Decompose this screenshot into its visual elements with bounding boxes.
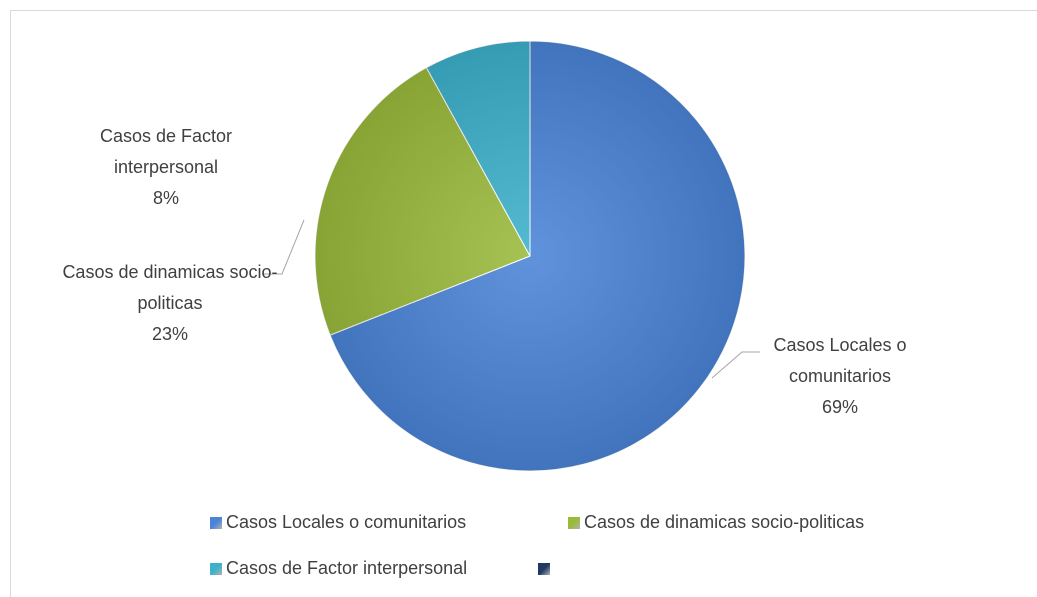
label-category: Casos de Factor interpersonal <box>99 126 233 177</box>
legend-label: Casos de dinamicas socio-politicas <box>584 512 865 532</box>
legend-label: Casos de Factor interpersonal <box>226 558 468 578</box>
label-value: 8% <box>152 188 179 208</box>
legend-entry: Casos de dinamicas socio-politicas <box>568 512 864 532</box>
data-label: Casos de dinamicas socio-politicas 23% <box>60 257 280 350</box>
label-category: Casos de dinamicas socio-politicas <box>62 262 278 313</box>
chart-border <box>10 10 1037 597</box>
data-label: Casos de Factor interpersonal 8% <box>76 121 256 214</box>
legend-entry: Casos de Factor interpersonal <box>210 558 467 578</box>
data-label: Casos Locales o comunitarios 69% <box>740 330 940 423</box>
leader-line <box>711 351 760 379</box>
legend-label: Casos Locales o comunitarios <box>226 512 467 532</box>
pie <box>314 40 746 472</box>
label-value: 23% <box>151 324 189 344</box>
legend-entry <box>538 558 554 578</box>
legend-swatch <box>568 517 580 529</box>
legend-swatch <box>538 563 550 575</box>
legend-swatch <box>210 517 222 529</box>
label-value: 69% <box>821 397 859 417</box>
leader-line <box>262 219 305 275</box>
legend-entry: Casos Locales o comunitarios <box>210 512 466 532</box>
label-category: Casos Locales o comunitarios <box>773 335 907 386</box>
legend-swatch <box>210 563 222 575</box>
